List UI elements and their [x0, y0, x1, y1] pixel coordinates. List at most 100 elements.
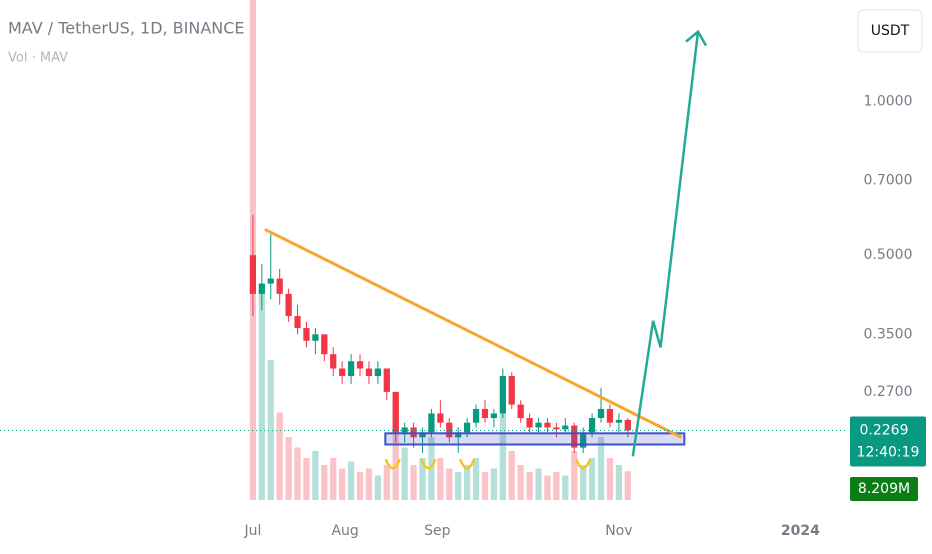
candle-body [303, 328, 310, 341]
x-tick-label: Aug [331, 523, 358, 539]
y-tick-label: 0.7000 [864, 173, 913, 189]
volume-bar [606, 458, 614, 500]
volume-bar [615, 465, 622, 500]
candle-body [392, 391, 399, 433]
y-tick-label: 1.0000 [864, 93, 913, 109]
volume-box [850, 477, 918, 501]
currency-label[interactable]: USDT [871, 23, 910, 39]
volume-bar [544, 475, 551, 500]
volume-bar [490, 468, 498, 500]
candle-body [330, 354, 337, 369]
volume-bar [588, 458, 596, 500]
volume-bar [321, 465, 328, 500]
volume-bar [401, 447, 408, 500]
candle-body [419, 432, 426, 438]
candle-body [437, 413, 444, 423]
candle-body [580, 432, 587, 448]
forecast-arrow [631, 31, 700, 457]
volume-bar [303, 458, 310, 500]
candle-body [428, 413, 435, 433]
volume-bar [446, 468, 453, 500]
candle-body [356, 361, 364, 369]
candle-body [258, 283, 265, 294]
countdown-label: 12:40:19 [857, 444, 920, 460]
volume-bar [597, 437, 605, 500]
volume-bar [356, 472, 364, 500]
candle-body [249, 255, 257, 294]
volume-bar [526, 472, 533, 500]
volume-bar [535, 468, 542, 500]
smile-mark [458, 458, 476, 470]
volume-bar [294, 447, 301, 500]
candle-body [562, 425, 569, 430]
volume-bar [464, 465, 471, 500]
y-tick-label: 0.3500 [864, 326, 913, 342]
volume-bar [508, 451, 515, 500]
candle-body [508, 376, 515, 405]
volume-bar [562, 475, 569, 500]
volume-bar [374, 475, 381, 500]
volume-bar [624, 471, 631, 500]
volume-bar [437, 458, 444, 500]
x-tick-label: Nov [605, 523, 632, 539]
volume-bar [481, 472, 489, 500]
volume-bar [553, 472, 560, 500]
volume-bar [285, 437, 292, 500]
chart-title: MAV / TetherUS, 1D, BINANCE [8, 19, 245, 38]
volume-bar [472, 458, 480, 500]
candle-body [517, 404, 524, 419]
candle-body [553, 427, 560, 430]
volume-bar [347, 461, 355, 500]
candle-body [455, 432, 462, 438]
volume-bar [312, 451, 319, 500]
volume-bar [339, 468, 346, 500]
candle-body [321, 334, 328, 355]
support-zone [384, 432, 686, 446]
volume-bar [580, 465, 587, 500]
candle-body [571, 425, 578, 448]
subtitle: Vol · MAV [8, 51, 68, 66]
candle-body [588, 418, 596, 433]
smile-mark [420, 458, 437, 470]
volume-bar [330, 458, 337, 500]
candle-body [472, 408, 480, 423]
candle-body [606, 408, 614, 423]
candle-body [365, 368, 373, 377]
last-price-box [850, 416, 926, 467]
volume-bar [419, 458, 426, 500]
last-price-label: 0.2269 [860, 422, 909, 438]
y-tick-label: 0.2700 [864, 384, 913, 400]
candle-body [446, 422, 453, 438]
volume-bar [365, 468, 373, 500]
y-tick-label: 0.5000 [864, 247, 913, 263]
volume-bar [267, 360, 274, 500]
volume-bar [571, 451, 578, 500]
candle-body [374, 368, 381, 377]
volume-bar [276, 412, 283, 500]
candle-body [285, 293, 292, 317]
candle-body [347, 361, 355, 377]
volume-bar [517, 465, 524, 500]
candle-body [499, 376, 506, 414]
candle-body [267, 278, 274, 284]
smile-mark [384, 458, 401, 470]
x-tick-label: Jul [243, 523, 261, 539]
x-tick-label: 2024 [781, 523, 820, 539]
x-tick-label: Sep [424, 523, 451, 539]
volume-bar [428, 437, 435, 500]
volume-label: 8.209M [858, 481, 910, 497]
currency-button[interactable] [857, 9, 923, 53]
candle-body [535, 422, 542, 428]
smile-mark [575, 458, 592, 470]
plot-area [249, 0, 708, 500]
candle-body [294, 316, 301, 329]
candle-body [544, 422, 551, 428]
candle-body [401, 427, 408, 433]
arrow-head [685, 29, 708, 47]
volume-bar [383, 465, 390, 500]
candle-body [615, 419, 622, 423]
volume-bar [392, 395, 399, 500]
candle-body [526, 418, 533, 428]
